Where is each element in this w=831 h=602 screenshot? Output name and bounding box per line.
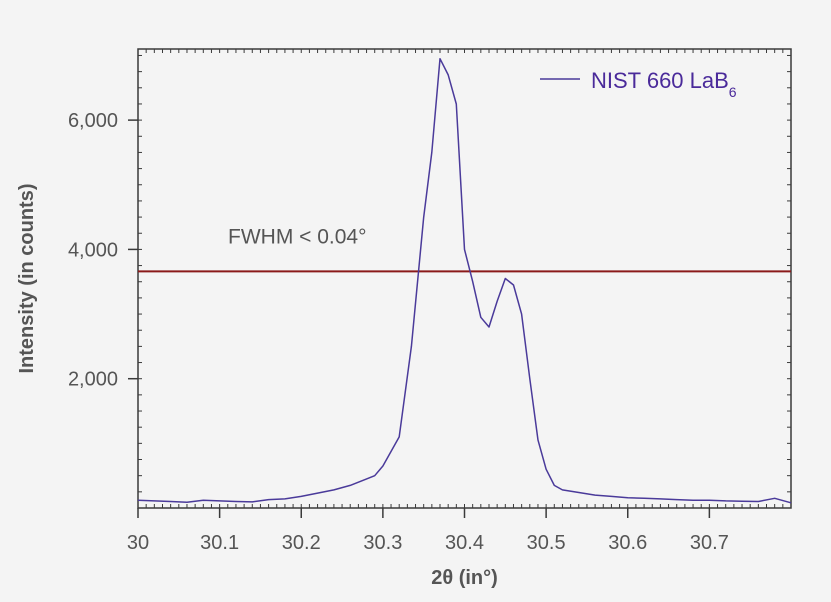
series-line [137,57,792,504]
y-tick-label: 2,000 [68,369,118,391]
x-tick-label: 30.7 [690,532,729,554]
x-tick-label: 30.1 [200,532,239,554]
y-axis: 2,000 4,000 6,000 [68,110,138,391]
x-tick-label: 30.3 [363,532,402,554]
y-tick-label: 4,000 [68,239,118,261]
plot-border [137,48,792,509]
x-tick-label: 30.4 [445,532,484,554]
y-tick-label: 6,000 [68,110,118,132]
annotations: FWHM < 0.04° [228,225,367,248]
plot-frame [137,48,792,509]
x-tick-label: 30 [127,532,149,554]
x-tick-label: 30.5 [527,532,566,554]
x-tick-label: 30.2 [282,532,321,554]
legend-label: NIST 660 LaB6 [591,68,737,100]
minor-ticks [137,49,792,509]
x-axis-title: 2θ (in°) [431,567,498,589]
legend: NIST 660 LaB6 [540,68,737,100]
y-axis-title: Intensity (in counts) [16,184,38,374]
x-axis: 30 30.1 30.2 30.3 30.4 30.5 30.6 30.7 [127,508,729,554]
series-lines [137,57,792,504]
legend-subscript: 6 [729,84,737,100]
x-tick-label: 30.6 [608,532,647,554]
fwhm-annotation: FWHM < 0.04° [228,225,367,248]
